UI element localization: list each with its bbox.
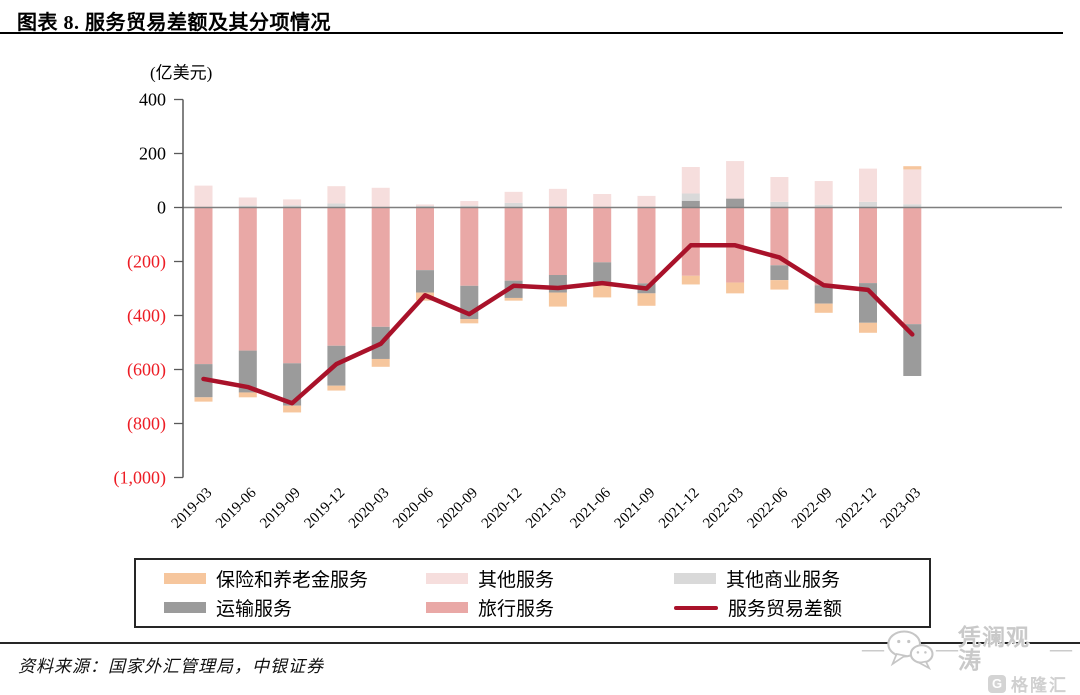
legend-label: 其他服务 <box>478 569 555 591</box>
svg-text:2020-09: 2020-09 <box>434 485 481 532</box>
svg-text:2021-09: 2021-09 <box>612 485 659 532</box>
legend-item-other-services: 其他服务 <box>426 565 674 592</box>
legend-item-balance-line: 服务贸易差额 <box>674 594 921 621</box>
svg-text:2022-06: 2022-06 <box>745 485 792 532</box>
svg-text:200: 200 <box>139 144 166 164</box>
footer-separator <box>0 642 1080 644</box>
balance-line <box>201 243 915 406</box>
chart-legend: 保险和养老金服务 其他服务 其他商业服务 运输服务 旅行服务 服务贸易差额 <box>134 558 931 628</box>
legend-label: 保险和养老金服务 <box>216 569 369 591</box>
y-axis-unit-label: (亿美元) <box>150 64 212 83</box>
watermark-brand: 凭澜观涛 <box>958 625 1030 673</box>
legend-swatch-travel <box>426 602 468 614</box>
svg-text:2019-12: 2019-12 <box>302 485 349 532</box>
svg-text:2021-06: 2021-06 <box>567 485 614 532</box>
watermark-dash-left: — <box>862 636 884 661</box>
legend-label: 服务贸易差额 <box>728 599 843 621</box>
legend-item-insurance: 保险和养老金服务 <box>164 565 426 592</box>
svg-text:2022-12: 2022-12 <box>833 485 880 532</box>
watermark-dash-right: — <box>1050 636 1072 661</box>
title-underline <box>0 32 1063 34</box>
gelonghui-text: 格隆汇 <box>1011 676 1068 695</box>
source-note: 资料来源：国家外汇管理局，中银证券 <box>18 657 324 676</box>
legend-swatch-transport <box>164 602 206 614</box>
svg-text:2019-03: 2019-03 <box>169 485 216 532</box>
svg-text:400: 400 <box>139 90 166 110</box>
legend-label: 旅行服务 <box>478 599 555 621</box>
wechat-bubbles-icon <box>887 630 934 670</box>
watermark: — — 凭澜观涛 — G 格隆汇 <box>862 625 1072 695</box>
legend-item-other-business: 其他商业服务 <box>674 565 921 592</box>
legend-swatch-other-services <box>426 572 468 584</box>
legend-swatch-insurance <box>164 572 206 584</box>
legend-item-travel: 旅行服务 <box>426 594 674 621</box>
figure-title: 图表 8. 服务贸易差额及其分项情况 <box>17 12 331 34</box>
watermark-brand-row: — — 凭澜观涛 — <box>862 625 1072 673</box>
legend-swatch-balance-line <box>674 605 718 611</box>
legend-label: 运输服务 <box>216 599 293 621</box>
svg-text:2023-03: 2023-03 <box>877 485 924 532</box>
gelonghui-logo: G 格隆汇 <box>862 671 1072 695</box>
svg-text:2021-12: 2021-12 <box>656 485 703 532</box>
chart-canvas: 400 200 0 (200) (400) (600) (800) (1,000) (亿美元) 2… <box>114 64 1062 532</box>
svg-text:2022-03: 2022-03 <box>700 485 747 532</box>
gelonghui-icon: G <box>988 674 1006 693</box>
legend-label: 其他商业服务 <box>726 569 841 591</box>
svg-text:2019-06: 2019-06 <box>213 485 260 532</box>
svg-text:(1,000): (1,000) <box>114 468 167 489</box>
svg-text:(200): (200) <box>127 252 166 273</box>
svg-text:(600): (600) <box>127 360 166 381</box>
svg-text:2020-06: 2020-06 <box>390 485 437 532</box>
legend-item-transport: 运输服务 <box>164 594 426 621</box>
svg-text:2020-03: 2020-03 <box>346 485 393 532</box>
svg-text:0: 0 <box>157 198 166 218</box>
svg-text:(800): (800) <box>127 414 166 435</box>
svg-text:2019-09: 2019-09 <box>257 485 304 532</box>
watermark-dash-mid: — <box>936 636 958 661</box>
legend-swatch-other-business <box>674 572 716 584</box>
svg-text:(400): (400) <box>127 306 166 327</box>
svg-text:2020-12: 2020-12 <box>479 485 526 532</box>
svg-text:2022-09: 2022-09 <box>789 485 836 532</box>
svg-text:2021-03: 2021-03 <box>523 485 570 532</box>
